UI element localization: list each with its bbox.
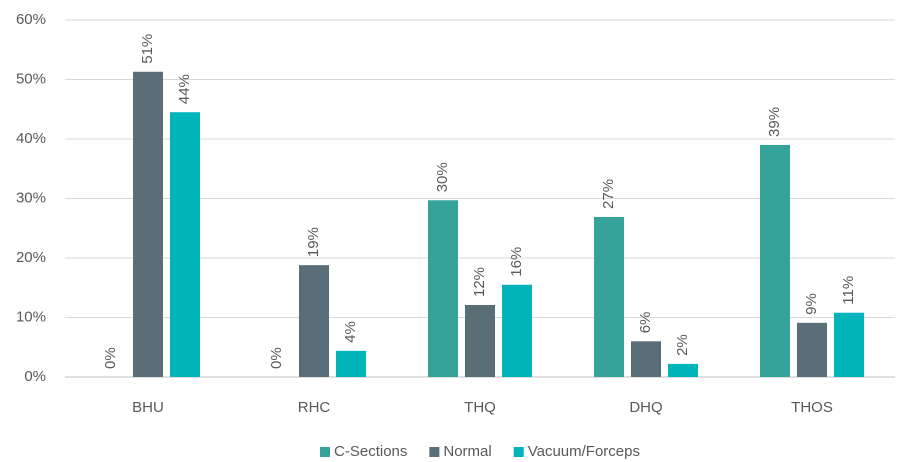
legend-swatch [513, 447, 524, 457]
bar [631, 341, 661, 377]
bar [594, 216, 624, 377]
bar [428, 200, 458, 377]
y-tick-label: 30% [16, 189, 46, 206]
x-tick-label: RHC [298, 399, 331, 416]
bar [760, 144, 790, 377]
bar [336, 350, 366, 377]
data-label: 16% [508, 247, 525, 277]
x-tick-label: THOS [791, 399, 833, 416]
y-tick-label: 20% [16, 249, 46, 266]
x-tick-label: DHQ [629, 399, 662, 416]
bar [465, 305, 495, 377]
bar [502, 284, 532, 377]
data-label: 39% [766, 107, 783, 137]
data-label: 27% [600, 179, 617, 209]
y-tick-label: 60% [16, 11, 46, 28]
y-tick-label: 50% [16, 70, 46, 87]
legend-swatch [320, 447, 331, 457]
bar [834, 312, 864, 377]
y-tick-label: 10% [16, 308, 46, 325]
data-label: 51% [139, 34, 156, 64]
y-tick-label: 0% [24, 368, 46, 385]
legend-swatch [429, 447, 440, 457]
data-label: 9% [803, 293, 820, 315]
y-tick-label: 40% [16, 130, 46, 147]
bar [797, 322, 827, 377]
x-tick-label: BHU [132, 399, 164, 416]
bar [133, 71, 163, 377]
data-label: 19% [305, 227, 322, 257]
bar [170, 112, 200, 377]
bar [668, 363, 698, 377]
data-label: 2% [674, 334, 691, 356]
legend-label: Vacuum/Forceps [528, 443, 640, 460]
data-label: 0% [102, 347, 119, 369]
data-label: 6% [637, 312, 654, 334]
x-tick-label: THQ [464, 399, 496, 416]
legend-label: Normal [443, 443, 491, 460]
data-label: 44% [176, 74, 193, 104]
data-label: 11% [840, 276, 857, 305]
data-label: 0% [268, 347, 285, 369]
data-label: 4% [342, 321, 359, 343]
bar [299, 265, 329, 377]
data-label: 12% [471, 267, 488, 297]
legend-label: C-Sections [334, 443, 407, 460]
data-label: 30% [434, 162, 451, 192]
